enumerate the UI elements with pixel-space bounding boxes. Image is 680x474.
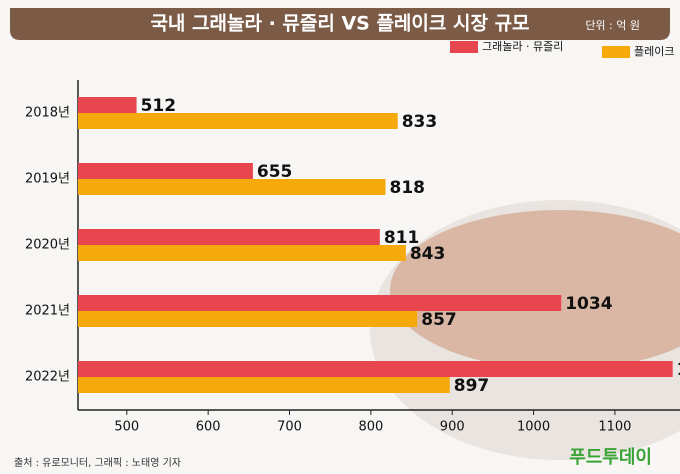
bar	[78, 295, 562, 311]
value-label: 655	[257, 162, 293, 182]
bar	[78, 179, 386, 195]
y-tick-label: 2019년	[25, 172, 70, 187]
x-tick-label: 900	[440, 420, 465, 435]
bar	[78, 311, 418, 327]
cereal	[390, 210, 680, 370]
bar	[78, 245, 406, 261]
bar	[78, 361, 673, 377]
value-label: 843	[410, 244, 446, 264]
bar	[78, 97, 137, 113]
legend-swatch	[602, 46, 630, 58]
x-tick-label: 1000	[517, 420, 550, 435]
source: 출처 : 유로모니터, 그래픽 : 노태영 기자	[14, 457, 181, 469]
chart-title: 국내 그래놀라 · 뮤즐리 VS 플레이크 시장 규모	[150, 13, 529, 35]
value-label: 1171	[677, 360, 680, 380]
value-label: 512	[141, 96, 177, 116]
value-label: 833	[402, 112, 438, 132]
x-tick-label: 500	[114, 420, 139, 435]
x-tick-label: 700	[277, 420, 302, 435]
title-bar	[10, 8, 670, 40]
legend-label: 그래놀라 · 뮤즐리	[482, 40, 563, 53]
legend-swatch	[450, 41, 478, 53]
value-label: 1034	[565, 294, 612, 314]
bar	[78, 229, 380, 245]
y-tick-label: 2020년	[25, 238, 70, 253]
unit: 단위 : 억 원	[585, 19, 640, 32]
value-label: 857	[421, 310, 457, 330]
value-label: 818	[390, 178, 426, 198]
logo: 푸드투데이	[569, 447, 652, 468]
y-tick-label: 2021년	[25, 304, 70, 319]
x-tick-label: 600	[196, 420, 221, 435]
value-label: 811	[384, 228, 420, 248]
bar	[78, 377, 450, 393]
bar	[78, 113, 398, 129]
legend-label: 플레이크	[634, 45, 674, 58]
value-label: 897	[454, 376, 490, 396]
x-tick-label: 1100	[598, 420, 631, 435]
bar	[78, 163, 253, 179]
x-tick-label: 800	[358, 420, 383, 435]
y-tick-label: 2018년	[25, 106, 70, 121]
y-tick-label: 2022년	[25, 370, 70, 385]
